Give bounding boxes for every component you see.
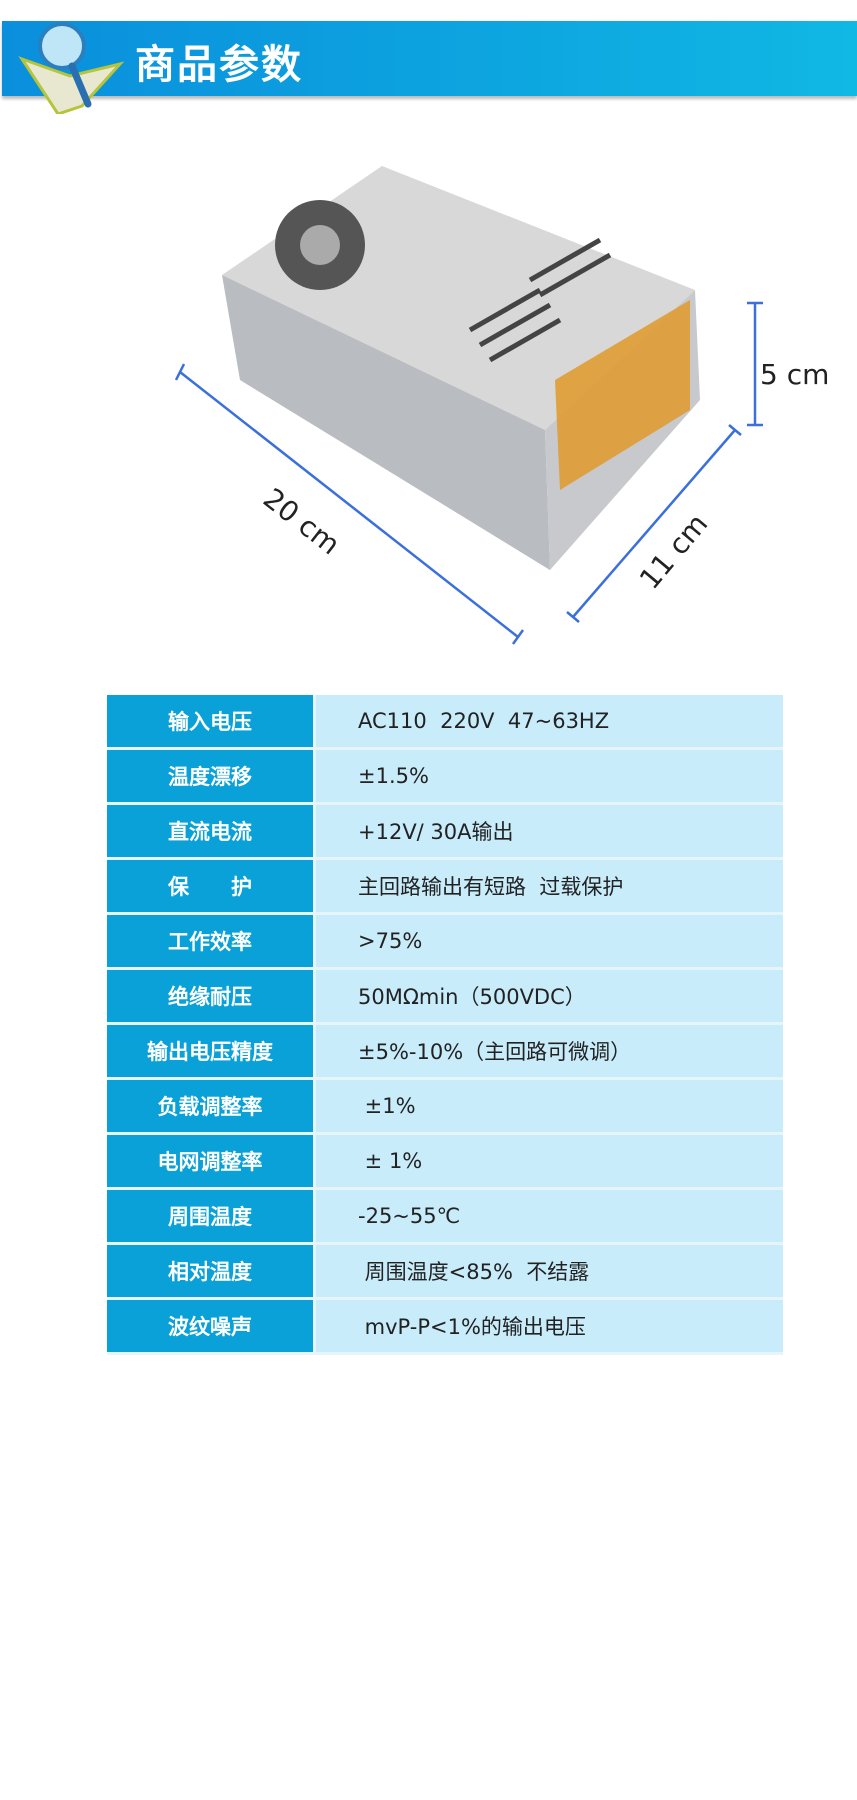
spec-row: 波纹噪声 mvP-P<1%的输出电压	[107, 1298, 783, 1355]
spec-label: 电网调整率	[107, 1133, 316, 1190]
spec-row: 输出电压精度 ±5%-10%（主回路可微调）	[107, 1023, 783, 1080]
spec-row: 工作效率 >75%	[107, 913, 783, 970]
page-title: 商品参数	[135, 42, 303, 88]
height-dimension-label: 5 cm	[760, 358, 830, 391]
spec-label: 波纹噪声	[107, 1298, 316, 1355]
spec-label: 直流电流	[107, 803, 316, 860]
spec-value: -25~55℃	[314, 1188, 783, 1245]
spec-value: 周围温度<85% 不结露	[314, 1243, 783, 1300]
spec-label: 绝缘耐压	[107, 968, 316, 1025]
spec-row: 电网调整率 ± 1%	[107, 1133, 783, 1190]
spec-row: 直流电流 +12V/ 30A输出	[107, 803, 783, 860]
spec-row: 输入电压 AC110 220V 47~63HZ	[107, 695, 783, 750]
spec-value: 50MΩmin（500VDC）	[314, 968, 783, 1025]
spec-row: 负载调整率 ±1%	[107, 1078, 783, 1135]
spec-row: 绝缘耐压 50MΩmin（500VDC）	[107, 968, 783, 1025]
spec-row: 保 护主回路输出有短路 过载保护	[107, 858, 783, 915]
spec-value: +12V/ 30A输出	[314, 803, 783, 860]
spec-value: 主回路输出有短路 过载保护	[314, 858, 783, 915]
spec-value: ±1.5%	[314, 748, 783, 805]
spec-label: 输出电压精度	[107, 1023, 316, 1080]
spec-row: 周围温度 -25~55℃	[107, 1188, 783, 1245]
book-magnifier-icon	[18, 22, 125, 114]
spec-label: 温度漂移	[107, 748, 316, 805]
spec-value: ± 1%	[314, 1133, 783, 1190]
spec-value: >75%	[314, 913, 783, 970]
section-banner	[2, 21, 857, 96]
spec-value: ±5%-10%（主回路可微调）	[314, 1023, 783, 1080]
spec-label: 周围温度	[107, 1188, 316, 1245]
spec-value: ±1%	[314, 1078, 783, 1135]
spec-table: 输入电压 AC110 220V 47~63HZ 温度漂移 ±1.5% 直流电流 +12V/…	[107, 695, 783, 1355]
spec-row: 相对温度 周围温度<85% 不结露	[107, 1243, 783, 1300]
spec-label: 保 护	[107, 858, 316, 915]
product-image	[174, 166, 763, 645]
spec-label: 相对温度	[107, 1243, 316, 1300]
spec-row: 温度漂移 ±1.5%	[107, 748, 783, 805]
spec-label: 输入电压	[107, 695, 316, 750]
spec-value: mvP-P<1%的输出电压	[314, 1298, 783, 1355]
spec-label: 负载调整率	[107, 1078, 316, 1135]
spec-value: AC110 220V 47~63HZ	[314, 695, 783, 750]
spec-label: 工作效率	[107, 913, 316, 970]
